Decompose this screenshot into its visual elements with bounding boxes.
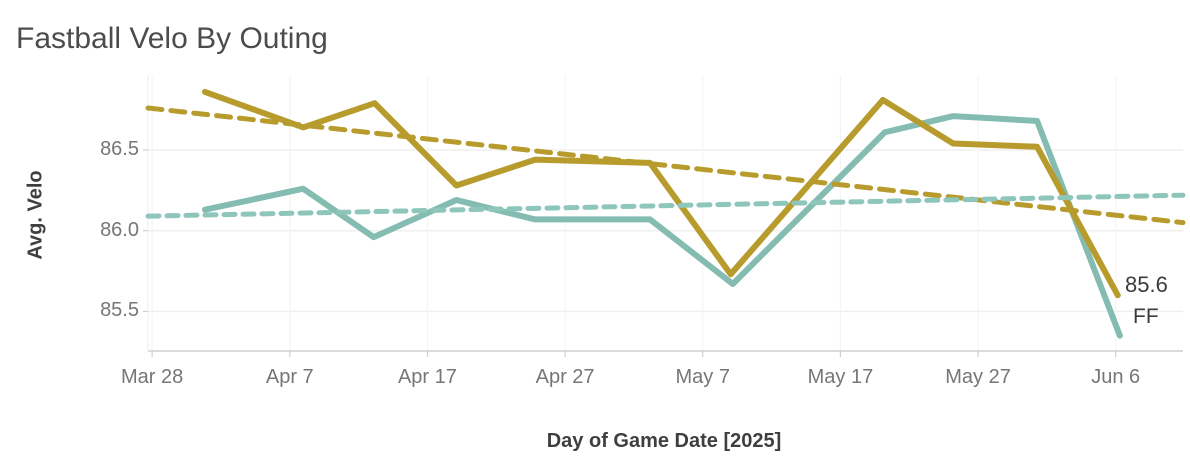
x-tick-label: May 17 (807, 366, 874, 388)
x-axis-title: Day of Game Date [2025] (546, 430, 782, 452)
x-tick-label: Apr 7 (265, 366, 314, 388)
end-value-label: 85.6 (1125, 272, 1168, 297)
gold-trend-line[interactable] (145, 105, 1186, 226)
x-tick-label: May 7 (675, 366, 730, 388)
teal-trend-line[interactable] (145, 192, 1186, 219)
x-tick-label: Jun 6 (1091, 366, 1141, 388)
x-tick-label: May 27 (945, 366, 1011, 388)
x-tick-label: Apr 17 (397, 366, 457, 388)
x-tick-label: Apr 27 (535, 366, 595, 388)
y-tick-label: 86.0 (100, 218, 139, 241)
x-tick-label: Mar 28 (121, 366, 184, 388)
chart-title: Fastball Velo By Outing (16, 22, 328, 55)
y-tick-label: 86.5 (100, 138, 139, 160)
gold-velo-line[interactable] (201, 88, 1121, 299)
series-pitchtype-label: FF (1133, 305, 1159, 328)
y-tick-label: 85.5 (100, 299, 139, 322)
teal-velo-line[interactable] (201, 113, 1123, 339)
